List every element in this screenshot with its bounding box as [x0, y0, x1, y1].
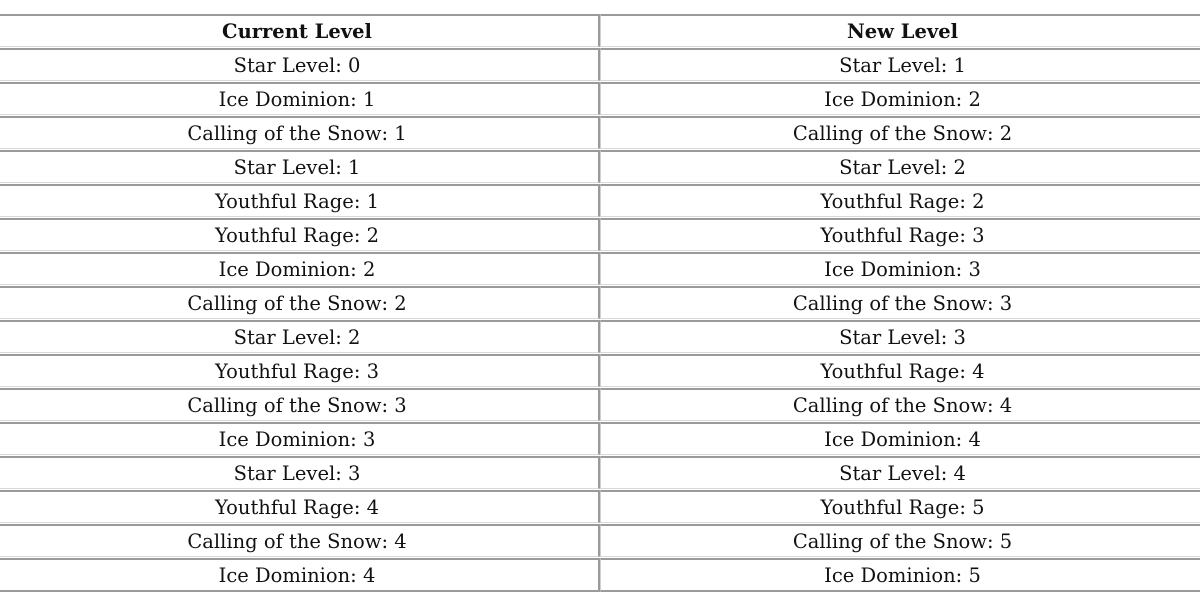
current-level-cell: Star Level: 0 [0, 48, 600, 81]
new-level-cell: Calling of the Snow: 2 [600, 116, 1200, 149]
header-new-level: New Level [600, 14, 1200, 47]
new-level-cell: Calling of the Snow: 4 [600, 388, 1200, 421]
current-level-cell: Star Level: 1 [0, 150, 600, 183]
current-level-cell: Youthful Rage: 2 [0, 218, 600, 251]
new-level-cell: Ice Dominion: 3 [600, 252, 1200, 285]
current-level-cell: Calling of the Snow: 4 [0, 524, 600, 557]
new-level-cell: Ice Dominion: 4 [600, 422, 1200, 455]
table-row: Calling of the Snow: 3 Calling of the Sno… [0, 388, 1200, 421]
current-level-cell: Calling of the Snow: 1 [0, 116, 600, 149]
current-level-cell: Star Level: 3 [0, 456, 600, 489]
table-row: Calling of the Snow: 1 Calling of the Sno… [0, 116, 1200, 149]
current-level-cell: Youthful Rage: 4 [0, 490, 600, 523]
new-level-cell: Youthful Rage: 3 [600, 218, 1200, 251]
new-level-cell: Calling of the Snow: 3 [600, 286, 1200, 319]
table-row: Youthful Rage: 1 Youthful Rage: 2 [0, 184, 1200, 217]
table-row: Ice Dominion: 2 Ice Dominion: 3 [0, 252, 1200, 285]
new-level-cell: Star Level: 2 [600, 150, 1200, 183]
new-level-cell: Youthful Rage: 2 [600, 184, 1200, 217]
current-level-cell: Ice Dominion: 3 [0, 422, 600, 455]
table-row: Star Level: 0 Star Level: 1 [0, 48, 1200, 81]
current-level-cell: Ice Dominion: 4 [0, 558, 600, 592]
current-level-cell: Youthful Rage: 1 [0, 184, 600, 217]
table-row: Youthful Rage: 4 Youthful Rage: 5 [0, 490, 1200, 523]
current-level-cell: Ice Dominion: 2 [0, 252, 600, 285]
new-level-cell: Star Level: 1 [600, 48, 1200, 81]
new-level-cell: Ice Dominion: 2 [600, 82, 1200, 115]
current-level-cell: Calling of the Snow: 2 [0, 286, 600, 319]
table-row: Calling of the Snow: 4 Calling of the Sno… [0, 524, 1200, 557]
new-level-cell: Ice Dominion: 5 [600, 558, 1200, 592]
table-row: Ice Dominion: 4 Ice Dominion: 5 [0, 558, 1200, 592]
table-row: Star Level: 3 Star Level: 4 [0, 456, 1200, 489]
current-level-cell: Ice Dominion: 1 [0, 82, 600, 115]
table-row: Ice Dominion: 1 Ice Dominion: 2 [0, 82, 1200, 115]
new-level-cell: Youthful Rage: 4 [600, 354, 1200, 387]
current-level-cell: Youthful Rage: 3 [0, 354, 600, 387]
table-row: Calling of the Snow: 2 Calling of the Sno… [0, 286, 1200, 319]
table-row: Youthful Rage: 3 Youthful Rage: 4 [0, 354, 1200, 387]
new-level-cell: Calling of the Snow: 5 [600, 524, 1200, 557]
table-row: Star Level: 2 Star Level: 3 [0, 320, 1200, 353]
table-row: Star Level: 1 Star Level: 2 [0, 150, 1200, 183]
current-level-cell: Calling of the Snow: 3 [0, 388, 600, 421]
table-row: Youthful Rage: 2 Youthful Rage: 3 [0, 218, 1200, 251]
current-level-cell: Star Level: 2 [0, 320, 600, 353]
table-row: Ice Dominion: 3 Ice Dominion: 4 [0, 422, 1200, 455]
new-level-cell: Star Level: 3 [600, 320, 1200, 353]
level-table: Current Level New Level Star Level: 0 Sta… [0, 13, 1200, 593]
header-current-level: Current Level [0, 14, 600, 47]
new-level-cell: Youthful Rage: 5 [600, 490, 1200, 523]
new-level-cell: Star Level: 4 [600, 456, 1200, 489]
table-header-row: Current Level New Level [0, 14, 1200, 47]
